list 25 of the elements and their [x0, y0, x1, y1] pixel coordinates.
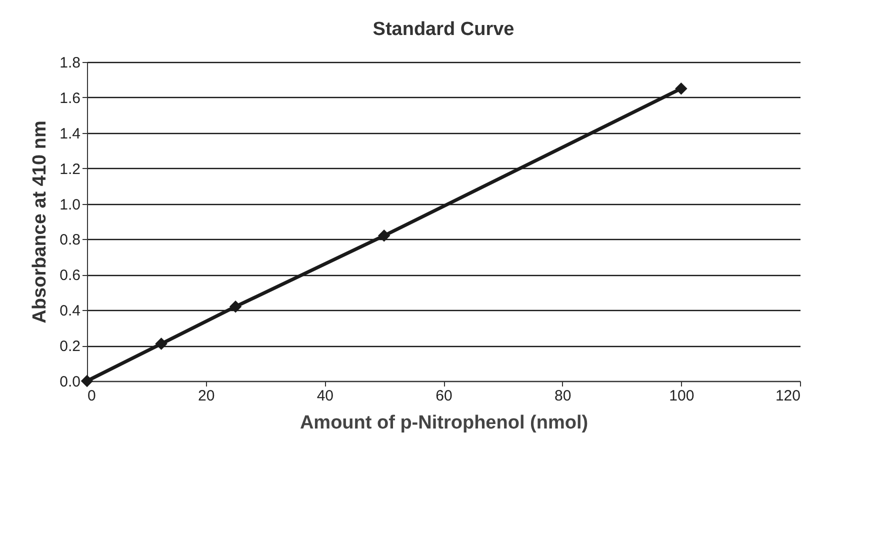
- y-tick-label: 0.6: [60, 267, 80, 284]
- point: [675, 82, 688, 95]
- y-tick-label: 1.0: [60, 196, 80, 214]
- y-tick-label: 1.2: [60, 160, 80, 178]
- y-tick-label: 1.6: [60, 90, 80, 107]
- point: [80, 374, 94, 388]
- point: [155, 338, 168, 350]
- y-tick-label: 0.0: [60, 374, 80, 390]
- x-tick-label: 100: [669, 388, 694, 404]
- y-tick-label: 1.8: [60, 54, 80, 72]
- y-tick-label: 1.4: [60, 125, 80, 142]
- point: [378, 230, 390, 242]
- y-tick-label: 0.2: [60, 338, 80, 356]
- x-tick-label: 120: [775, 388, 800, 404]
- x-tick-label: 0: [88, 388, 96, 404]
- y-tick-label: 0.4: [60, 302, 80, 320]
- x-tick-label: 80: [554, 388, 572, 404]
- point: [229, 300, 242, 313]
- x-tick-label: 40: [316, 388, 334, 404]
- x-tick-label: 20: [198, 388, 215, 404]
- y-tick-label: 0.8: [60, 232, 80, 249]
- chart-title: Standard Curve: [372, 19, 514, 40]
- x-axis-title: Amount of p-Nitrophenol (nmol): [300, 412, 588, 434]
- y-axis-title: Absorbance at 410 nm: [30, 120, 51, 324]
- x-tick-label: 60: [436, 388, 452, 404]
